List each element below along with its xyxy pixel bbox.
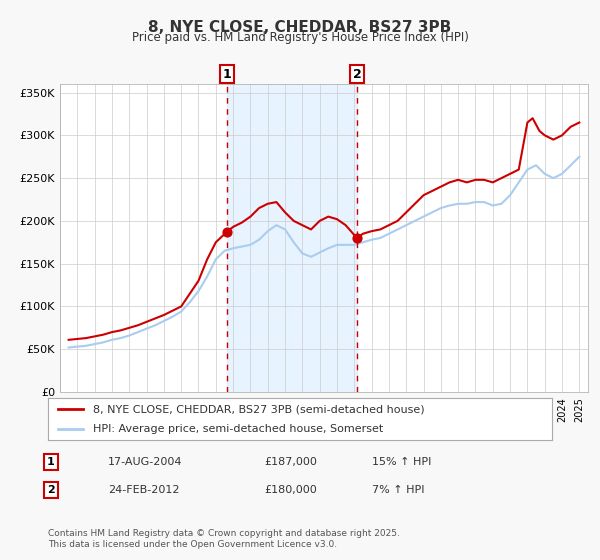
Bar <box>227 84 357 392</box>
Text: 1: 1 <box>223 68 231 81</box>
Text: 8, NYE CLOSE, CHEDDAR, BS27 3PB: 8, NYE CLOSE, CHEDDAR, BS27 3PB <box>148 20 452 35</box>
Text: 7% ↑ HPI: 7% ↑ HPI <box>372 485 425 495</box>
Text: 2: 2 <box>353 68 361 81</box>
Text: £187,000: £187,000 <box>264 457 317 467</box>
Text: 8, NYE CLOSE, CHEDDAR, BS27 3PB (semi-detached house): 8, NYE CLOSE, CHEDDAR, BS27 3PB (semi-de… <box>94 404 425 414</box>
Text: 2: 2 <box>47 485 55 495</box>
Text: 24-FEB-2012: 24-FEB-2012 <box>108 485 179 495</box>
Text: HPI: Average price, semi-detached house, Somerset: HPI: Average price, semi-detached house,… <box>94 424 383 434</box>
Text: 15% ↑ HPI: 15% ↑ HPI <box>372 457 431 467</box>
Text: 1: 1 <box>47 457 55 467</box>
Point <box>222 227 232 236</box>
Text: 17-AUG-2004: 17-AUG-2004 <box>108 457 182 467</box>
Text: Contains HM Land Registry data © Crown copyright and database right 2025.
This d: Contains HM Land Registry data © Crown c… <box>48 529 400 549</box>
Text: £180,000: £180,000 <box>264 485 317 495</box>
Text: Price paid vs. HM Land Registry's House Price Index (HPI): Price paid vs. HM Land Registry's House … <box>131 31 469 44</box>
Point <box>352 234 362 242</box>
